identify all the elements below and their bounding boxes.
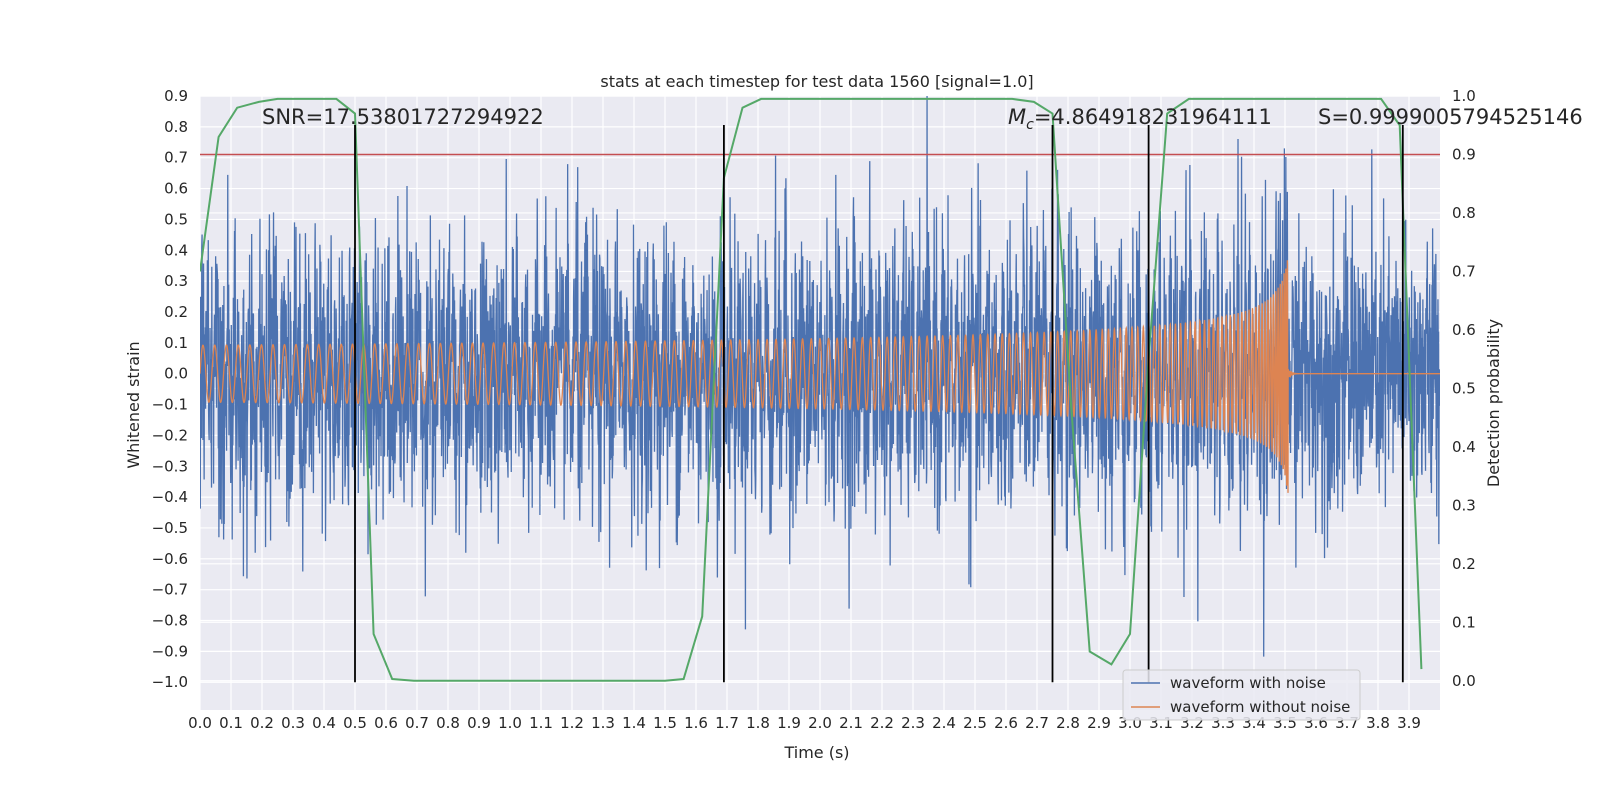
y-tick-label: 0.9 (164, 87, 188, 105)
y-tick-label: −0.8 (152, 612, 188, 630)
x-tick-label: 2.2 (870, 714, 894, 732)
x-tick-label: 1.6 (684, 714, 708, 732)
y-tick-label: 0.3 (164, 272, 188, 290)
x-tick-label: 1.3 (591, 714, 615, 732)
x-tick-label: 3.8 (1366, 714, 1390, 732)
y-tick-label: −0.4 (152, 488, 188, 506)
x-tick-label: 1.2 (560, 714, 584, 732)
x-tick-label: 2.9 (1087, 714, 1111, 732)
y-tick-label: −0.6 (152, 550, 188, 568)
x-tick-label: 2.8 (1056, 714, 1080, 732)
x-tick-label: 2.6 (994, 714, 1018, 732)
x-tick-label: 0.5 (343, 714, 367, 732)
y2-tick-label: 0.8 (1452, 204, 1476, 222)
y-tick-label: 0.4 (164, 241, 188, 259)
y2-tick-label: 0.1 (1452, 613, 1476, 631)
y2-tick-label: 0.0 (1452, 672, 1476, 690)
y2-tick-label: 1.0 (1452, 87, 1476, 105)
y-tick-label: 0.2 (164, 303, 188, 321)
y-axis-label: Whitened strain (124, 341, 143, 468)
y-tick-label: −0.2 (152, 426, 188, 444)
chirp-mass-annotation: Mc=4.864918231964111 (1008, 105, 1272, 133)
y-tick-label: 0.1 (164, 334, 188, 352)
y2-axis-label: Detection probability (1484, 319, 1503, 487)
y2-tick-label: 0.4 (1452, 438, 1476, 456)
chirp-mass-value: =4.864918231964111 (1034, 105, 1272, 129)
y2-tick-label: 0.7 (1452, 262, 1476, 280)
chirp-mass-subscript: c (1026, 117, 1034, 133)
x-tick-label: 2.0 (808, 714, 832, 732)
y-tick-label: −0.3 (152, 457, 188, 475)
chart-title: stats at each timestep for test data 156… (600, 72, 1033, 91)
snr-annotation: SNR=17.53801727294922 (262, 105, 544, 129)
x-tick-label: 0.7 (405, 714, 429, 732)
x-tick-label: 0.6 (374, 714, 398, 732)
x-tick-label: 2.5 (963, 714, 987, 732)
y-tick-label: −0.1 (152, 396, 188, 414)
y-tick-label: −0.7 (152, 581, 188, 599)
chirp-mass-symbol: M (1008, 105, 1026, 129)
legend: waveform with noise waveform without noi… (1122, 669, 1361, 721)
x-tick-label: 2.4 (932, 714, 956, 732)
x-tick-label: 2.7 (1025, 714, 1049, 732)
significance-annotation: S=0.9999005794525146 (1318, 105, 1583, 129)
ticks: 0.0 0.1 0.2 0.3 0.4 0.5 0.6 0.7 0.8 0.9 1.0 1.1 1.2 1… (152, 87, 1476, 732)
x-axis-label: Time (s) (783, 743, 849, 762)
x-tick-label: 0.1 (219, 714, 243, 732)
legend-box (1122, 669, 1361, 721)
y-tick-label: −0.5 (152, 519, 188, 537)
y-tick-label: −0.9 (152, 642, 188, 660)
x-tick-label: 1.0 (498, 714, 522, 732)
x-tick-label: 2.3 (901, 714, 925, 732)
x-tick-label: 3.9 (1397, 714, 1421, 732)
x-tick-label: 1.1 (529, 714, 553, 732)
y-tick-label: 0.5 (164, 210, 188, 228)
y-tick-label: 0.0 (164, 365, 188, 383)
x-tick-label: 1.5 (653, 714, 677, 732)
legend-label-clean: waveform without noise (1170, 698, 1350, 716)
y-tick-label: 0.6 (164, 180, 188, 198)
x-tick-label: 0.3 (281, 714, 305, 732)
x-tick-label: 0.2 (250, 714, 274, 732)
series-waveform-without-noise (200, 260, 1440, 493)
y2-tick-label: 0.2 (1452, 555, 1476, 573)
x-tick-label: 1.4 (622, 714, 646, 732)
series-layer (200, 96, 1440, 683)
series-detection-probability (200, 97, 1423, 682)
x-tick-label: 1.9 (777, 714, 801, 732)
y-tick-label: 0.8 (164, 118, 188, 136)
y2-tick-label: 0.5 (1452, 379, 1476, 397)
y2-tick-label: 0.6 (1452, 321, 1476, 339)
x-tick-label: 0.8 (436, 714, 460, 732)
y2-tick-label: 0.3 (1452, 496, 1476, 514)
x-tick-label: 0.0 (188, 714, 212, 732)
legend-label-noisy: waveform with noise (1170, 674, 1326, 692)
x-tick-label: 1.7 (715, 714, 739, 732)
x-tick-label: 0.9 (467, 714, 491, 732)
x-tick-label: 0.4 (312, 714, 336, 732)
y-tick-label: 0.7 (164, 149, 188, 167)
x-tick-label: 1.8 (746, 714, 770, 732)
y-tick-label: −1.0 (152, 673, 188, 691)
y2-tick-label: 0.9 (1452, 145, 1476, 163)
x-tick-label: 2.1 (839, 714, 863, 732)
